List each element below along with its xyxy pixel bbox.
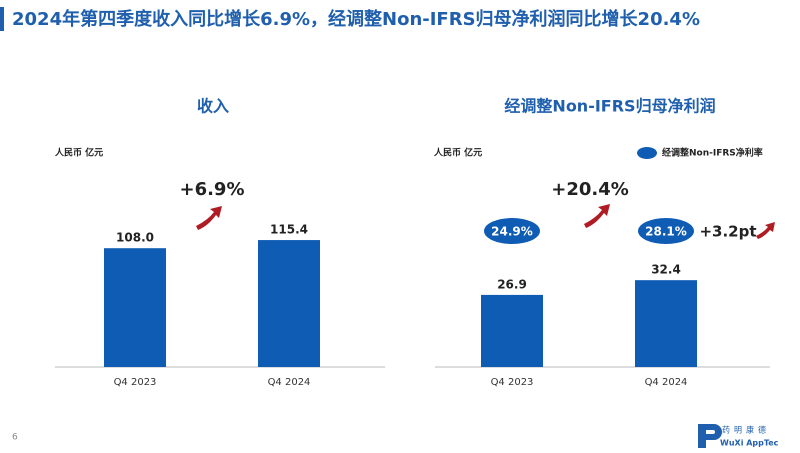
title-accent — [0, 7, 4, 31]
margin-badge — [638, 218, 694, 244]
margin-arrow — [756, 222, 775, 239]
unit-label: 人民币 亿元 — [54, 147, 103, 159]
logo-icon — [698, 424, 722, 448]
growth-arrow — [196, 206, 222, 230]
chart-title: 经调整Non-IFRS归母净利润 — [504, 97, 715, 116]
growth-annotation: +20.4% — [551, 179, 629, 200]
category-label: Q4 2024 — [645, 377, 688, 388]
unit-label: 人民币 亿元 — [433, 147, 482, 159]
category-label: Q4 2024 — [268, 377, 311, 388]
margin-label: 28.1% — [645, 225, 687, 239]
logo-cn: 药明康德 — [722, 425, 770, 435]
value-label: 32.4 — [651, 263, 681, 277]
margin-label: 24.9% — [491, 225, 533, 239]
growth-arrow — [584, 204, 610, 228]
margin-annotation: +3.2pt — [699, 223, 756, 241]
growth-annotation: +6.9% — [179, 179, 244, 200]
page-number: 6 — [12, 433, 18, 443]
slide-title: 2024年第四季度收入同比增长6.9%，经调整Non-IFRS归母净利润同比增长… — [12, 8, 700, 30]
bar — [481, 294, 543, 367]
category-label: Q4 2023 — [114, 377, 157, 388]
chart-title: 收入 — [197, 97, 229, 116]
legend-label: 经调整Non-IFRS净利率 — [662, 147, 763, 159]
value-label: 26.9 — [497, 277, 527, 291]
margin-badge — [484, 218, 540, 244]
legend-swatch — [637, 147, 657, 159]
bar — [635, 280, 697, 367]
category-label: Q4 2023 — [491, 377, 534, 388]
value-label: 115.4 — [270, 223, 308, 237]
logo-en: WuXi AppTec — [720, 439, 779, 448]
bar — [104, 248, 166, 367]
value-label: 108.0 — [116, 231, 154, 245]
logo: 药明康德 WuXi AppTec — [698, 424, 779, 448]
bar — [258, 240, 320, 367]
